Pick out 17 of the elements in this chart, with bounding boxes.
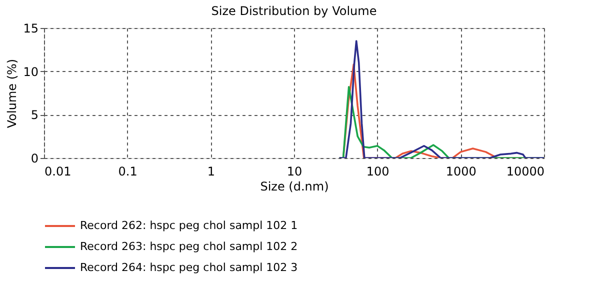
legend-label: Record 264: hspc peg chol sampl 102 3 — [80, 261, 298, 274]
legend-label: Record 263: hspc peg chol sampl 102 2 — [80, 240, 298, 253]
x-tick-label: 10 — [286, 164, 302, 178]
x-tick-label: 100 — [366, 164, 390, 178]
x-tick-label: 1 — [207, 164, 215, 178]
x-axis-title: Size (d.nm) — [260, 180, 329, 194]
x-tick-label: 0.1 — [118, 164, 138, 178]
legend-label: Record 262: hspc peg chol sampl 102 1 — [80, 219, 298, 232]
x-tick-label: 0.01 — [44, 164, 72, 178]
y-tick-label: 0 — [30, 152, 38, 166]
y-tick-label: 5 — [30, 108, 38, 122]
y-axis-title: Volume (%) — [5, 58, 20, 128]
y-tick-label: 10 — [23, 64, 38, 79]
y-tick-label: 15 — [23, 22, 38, 36]
x-tick-label: 10000 — [506, 164, 544, 178]
chart-title: Size Distribution by Volume — [211, 4, 377, 18]
x-tick-label: 1000 — [446, 164, 476, 178]
